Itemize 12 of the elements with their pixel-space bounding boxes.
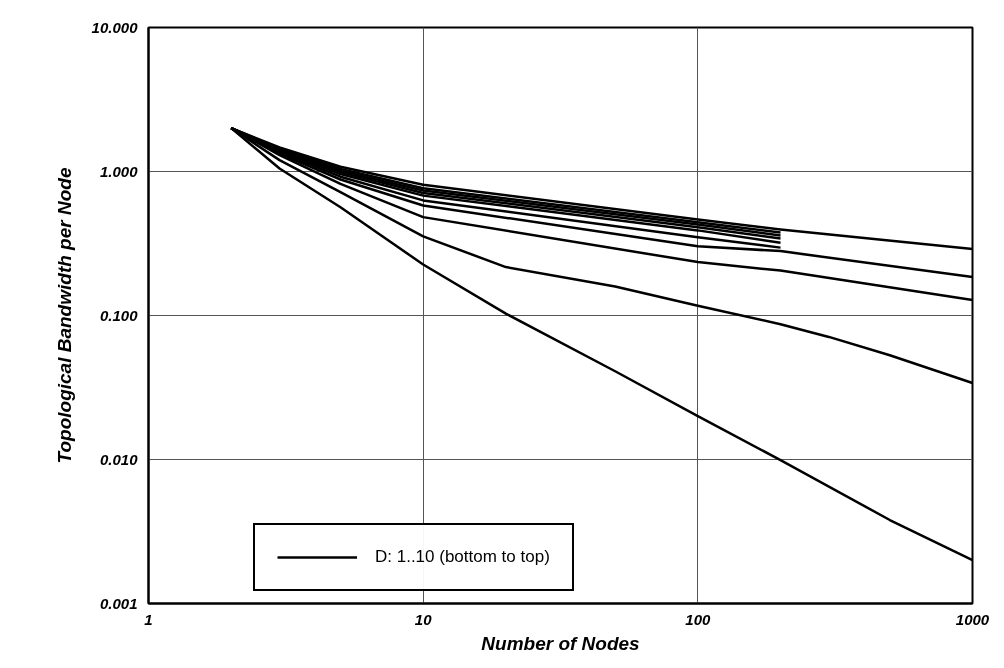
x-axis-title: Number of Nodes — [481, 632, 640, 654]
y-tick-label: 0.100 — [99, 306, 139, 324]
legend-label: D: 1..10 (bottom to top) — [375, 547, 550, 567]
y-tick-label: 1.000 — [99, 162, 139, 180]
y-axis-title: Topological Bandwidth per Node — [53, 167, 75, 464]
y-tick-label: 0.001 — [99, 594, 138, 612]
y-tick-label: 10.000 — [91, 18, 139, 36]
x-tick-label: 100 — [685, 610, 711, 628]
x-tick-label: 1 — [144, 610, 153, 628]
x-tick-label: 10 — [414, 610, 433, 628]
x-tick-label: 1000 — [955, 610, 990, 628]
y-tick-label: 0.010 — [99, 450, 139, 468]
